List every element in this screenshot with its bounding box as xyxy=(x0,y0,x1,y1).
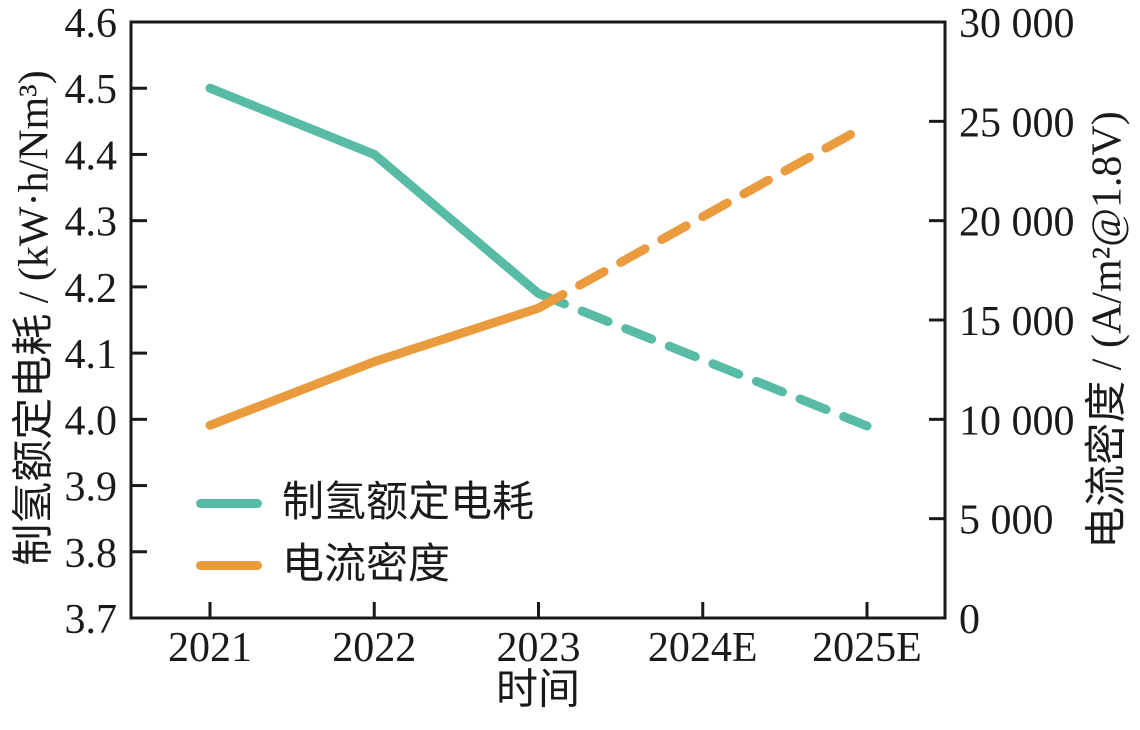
left-axis-tick-label: 4.0 xyxy=(65,398,118,444)
right-axis-tick-label: 0 xyxy=(959,597,980,643)
left-y-axis-title: 制氢额定电耗 / (kW·h/Nm³) xyxy=(11,70,58,566)
left-axis-tick-label: 4.1 xyxy=(65,332,118,378)
legend-item-current-density: 电流密度 xyxy=(196,539,534,591)
x-axis-tick-label: 2021 xyxy=(168,625,252,671)
series-line-dashed-0 xyxy=(534,289,872,431)
right-axis-tick-label: 15 000 xyxy=(959,299,1075,345)
right-axis-tick-label: 20 000 xyxy=(959,200,1075,246)
x-axis-tick-label: 2024E xyxy=(648,625,758,671)
legend-swatch-consumption xyxy=(196,498,262,508)
legend-swatch-current-density xyxy=(196,560,262,570)
left-axis-tick-label: 3.8 xyxy=(65,531,118,577)
series-line-solid-1 xyxy=(205,303,543,430)
x-axis-tick-label: 2022 xyxy=(332,625,416,671)
x-axis-title: 时间 xyxy=(495,667,581,714)
series-line-dashed-1 xyxy=(534,120,872,313)
series-line-solid-0 xyxy=(205,83,543,298)
left-axis-tick-label: 4.6 xyxy=(65,1,118,47)
right-axis-tick-label: 5 000 xyxy=(959,498,1054,544)
right-axis-tick-label: 10 000 xyxy=(959,398,1075,444)
left-axis-tick-label: 4.2 xyxy=(65,266,118,312)
right-axis-tick-label: 25 000 xyxy=(959,100,1075,146)
left-axis-tick-label: 3.9 xyxy=(65,465,118,511)
legend: 制氢额定电耗 电流密度 xyxy=(196,477,534,591)
right-axis-tick-label: 30 000 xyxy=(959,1,1075,47)
left-axis-tick-label: 4.5 xyxy=(65,67,118,113)
legend-label-current-density: 电流密度 xyxy=(282,542,451,588)
left-axis-tick-label: 4.4 xyxy=(65,133,118,179)
left-axis-tick-label: 3.7 xyxy=(65,597,118,643)
legend-label-consumption: 制氢额定电耗 xyxy=(282,480,535,526)
left-axis-tick-label: 4.3 xyxy=(65,200,118,246)
right-y-axis-title: 电流密度 / (A/m²@1.8V) xyxy=(1084,111,1131,549)
x-axis-tick-label: 2025E xyxy=(812,625,922,671)
legend-item-consumption: 制氢额定电耗 xyxy=(196,477,534,529)
x-axis-tick-label: 2023 xyxy=(497,625,581,671)
